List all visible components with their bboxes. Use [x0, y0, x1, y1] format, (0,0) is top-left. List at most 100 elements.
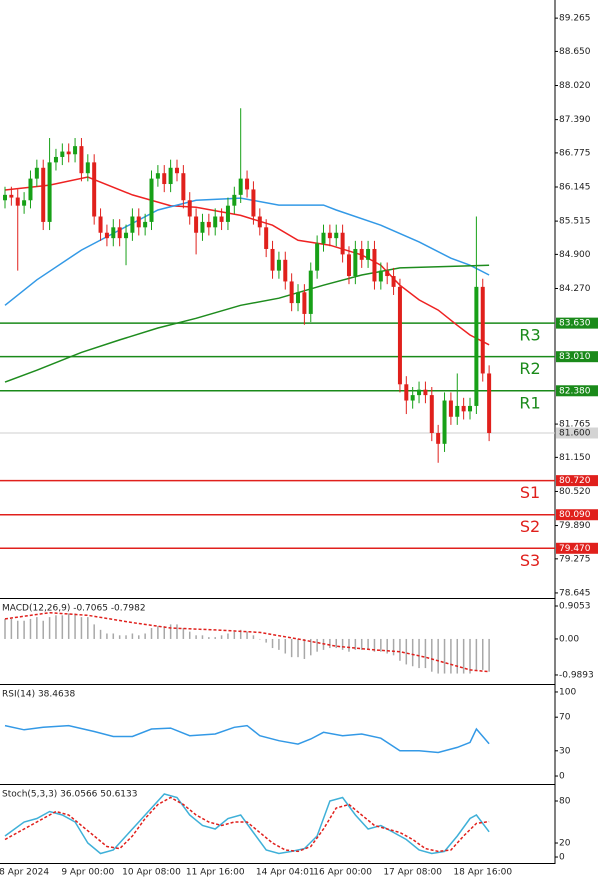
- indicator-line: [4, 197, 490, 306]
- candle-body: [366, 248, 371, 260]
- candle-body: [378, 270, 383, 282]
- level-price: 82.380: [559, 386, 591, 396]
- candle-body: [289, 281, 294, 304]
- histogram-bar: [106, 633, 108, 639]
- candle-body: [321, 232, 326, 244]
- histogram-bar: [138, 635, 140, 639]
- y-tick-label: 84.270: [559, 284, 591, 294]
- candle-body: [168, 167, 173, 185]
- histogram-bar: [163, 626, 165, 639]
- histogram-bar: [176, 624, 178, 639]
- candle-body: [206, 221, 211, 228]
- histogram-bar: [437, 638, 439, 674]
- candle-body: [79, 146, 84, 174]
- histogram-bar: [259, 638, 261, 640]
- candle-body: [136, 216, 141, 228]
- candle-body: [315, 243, 320, 271]
- y-tick-label: 100: [559, 687, 576, 697]
- candle-body: [92, 162, 97, 217]
- histogram-bar: [67, 613, 70, 639]
- histogram-bar: [112, 633, 115, 639]
- candle-body: [436, 433, 441, 444]
- histogram-bar: [462, 638, 465, 674]
- y-tick-label: 0: [559, 772, 565, 782]
- histogram-bar: [4, 618, 6, 639]
- level-box: [556, 317, 598, 329]
- candle-body: [442, 400, 447, 444]
- histogram-bar: [169, 624, 172, 639]
- candle-body: [162, 173, 167, 185]
- histogram-bar: [74, 613, 76, 639]
- y-tick-label: 87.390: [559, 115, 591, 125]
- candle-body: [41, 167, 46, 222]
- histogram-bar: [418, 638, 420, 669]
- level-box: [556, 385, 598, 397]
- y-tick-label: 84.900: [559, 250, 591, 260]
- candle-body: [487, 373, 492, 434]
- candle-body: [155, 173, 160, 179]
- histogram-bar: [61, 615, 64, 639]
- histogram-bar: [284, 638, 287, 654]
- current-price-label: 81.600: [559, 429, 591, 439]
- candle-body: [28, 178, 33, 201]
- y-tick-label: 81.765: [559, 420, 591, 430]
- candle-body: [423, 389, 428, 396]
- histogram-bar: [233, 631, 236, 639]
- candle-body: [346, 254, 351, 277]
- histogram-bar: [482, 638, 484, 670]
- candle-body: [276, 259, 281, 271]
- candle-body: [474, 286, 479, 406]
- histogram-bar: [201, 635, 204, 639]
- candle-body: [104, 232, 109, 239]
- histogram-bar: [380, 638, 382, 652]
- x-tick-label: 11 Apr 16:00: [186, 868, 245, 878]
- histogram-bar: [271, 638, 274, 649]
- histogram-bar: [48, 617, 51, 639]
- candle-body: [397, 286, 402, 385]
- histogram-bar: [405, 638, 408, 665]
- candle-body: [270, 248, 275, 271]
- histogram-bar: [399, 638, 401, 661]
- y-tick-label: 88.650: [559, 47, 591, 57]
- y-tick-label: 0.9053: [559, 601, 591, 611]
- y-tick-label: 86.775: [559, 148, 591, 158]
- histogram-bar: [329, 638, 331, 649]
- y-tick-label: 20: [559, 839, 571, 849]
- candle-body: [47, 162, 52, 222]
- y-tick-label: -0.9893: [559, 670, 594, 680]
- candle-body: [213, 216, 218, 228]
- histogram-bar: [367, 638, 369, 650]
- candle-body: [385, 270, 390, 277]
- candle-body: [34, 167, 39, 179]
- candle-body: [9, 194, 14, 198]
- indicator-line: [4, 796, 490, 853]
- candle-body: [181, 173, 186, 201]
- candle-body: [302, 292, 307, 314]
- x-tick-label: 17 Apr 08:00: [383, 868, 442, 878]
- level-box: [556, 351, 598, 363]
- histogram-bar: [239, 629, 242, 639]
- candle-body: [117, 227, 122, 239]
- candle-body: [219, 216, 224, 222]
- histogram-bar: [87, 617, 89, 639]
- indicator-line: [4, 264, 490, 383]
- candle-body: [359, 248, 364, 260]
- candle-body: [111, 227, 116, 239]
- indicator-line: [4, 611, 490, 673]
- histogram-bar: [150, 628, 153, 639]
- histogram-bar: [118, 635, 121, 639]
- candle-body: [257, 216, 262, 228]
- x-tick-label: 14 Apr 04:01: [256, 868, 315, 878]
- y-tick-label: 88.020: [559, 81, 591, 91]
- candle-body: [448, 400, 453, 417]
- candle-body: [468, 405, 473, 412]
- candle-body: [404, 384, 409, 401]
- level-name: R1: [519, 393, 540, 412]
- histogram-bar: [188, 631, 191, 639]
- histogram-bar: [316, 638, 318, 652]
- histogram-bar: [227, 633, 229, 639]
- histogram-bar: [411, 638, 414, 667]
- candle-body: [264, 227, 269, 249]
- candle-body: [187, 200, 192, 217]
